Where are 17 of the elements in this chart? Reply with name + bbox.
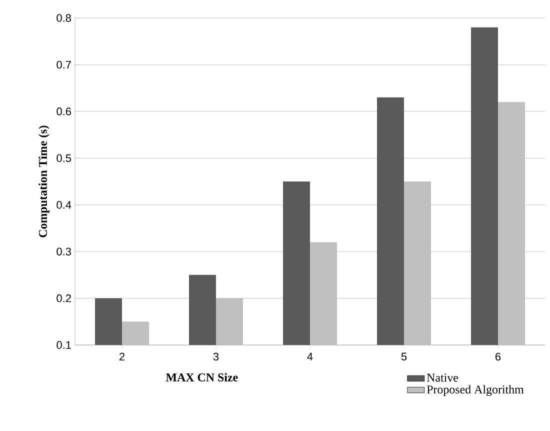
y-tick-label: 0.5 bbox=[56, 154, 72, 162]
legend-label: Native bbox=[426, 374, 458, 382]
x-tick-label: 6 bbox=[496, 352, 501, 361]
y-tick-label: 0.8 bbox=[56, 14, 71, 22]
y-tick-label: 0.1 bbox=[56, 341, 71, 349]
x-tick-label: 4 bbox=[307, 352, 313, 360]
x-tick-label: 2 bbox=[120, 352, 124, 360]
legend-label: Proposed Algorithm bbox=[426, 385, 524, 396]
y-tick-label: 0.6 bbox=[56, 108, 71, 116]
y-tick-label: 0.7 bbox=[56, 60, 71, 69]
y-tick-label: 0.2 bbox=[56, 294, 71, 302]
x-axis-title: MAX CN Size bbox=[166, 373, 238, 382]
y-tick-label: 0.4 bbox=[56, 200, 72, 209]
x-tick-label: 3 bbox=[213, 352, 219, 361]
x-tick-label: 5 bbox=[401, 352, 407, 360]
y-tick-label: 0.3 bbox=[56, 248, 71, 256]
y-axis-title: Computation Time (s) bbox=[38, 126, 50, 238]
